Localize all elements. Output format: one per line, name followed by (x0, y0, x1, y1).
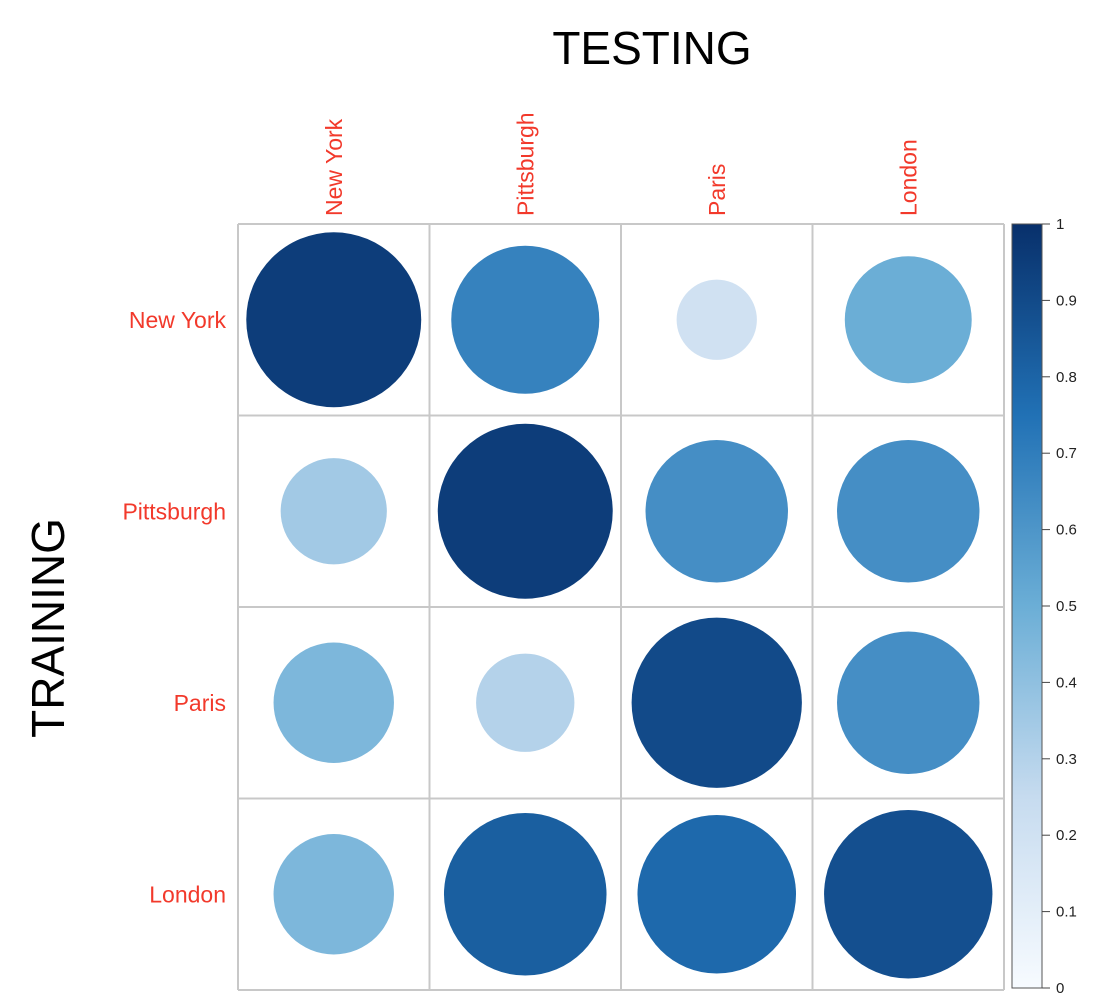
column-label: Pittsburgh (512, 112, 538, 216)
colorbar-ticks: 0 0.1 0.2 0.3 0.4 0.5 0.6 0.7 0.8 0.9 1 (1042, 216, 1077, 997)
column-labels: New York Pittsburgh Paris London (321, 112, 922, 216)
matrix-circle (824, 810, 993, 979)
colorbar-tick-label: 0.8 (1056, 369, 1077, 386)
colorbar-tick-label: 0.2 (1056, 827, 1077, 844)
colorbar-tick-label: 1 (1056, 216, 1064, 233)
matrix-grid (237, 223, 1005, 991)
matrix-circle (437, 423, 613, 599)
matrix-circle (837, 631, 980, 774)
column-label: Paris (704, 164, 730, 216)
colorbar-tick-label: 0.6 (1056, 522, 1077, 539)
column-label: New York (321, 118, 347, 216)
colorbar-tick-label: 0.9 (1056, 292, 1077, 309)
matrix-circle (273, 642, 394, 763)
column-label: London (895, 139, 921, 216)
row-label: Pittsburgh (122, 498, 226, 524)
colorbar-tick-label: 0.1 (1056, 904, 1077, 921)
colorbar-tick-label: 0.5 (1056, 598, 1077, 615)
matrix-circle (637, 814, 797, 974)
x-axis-title: TESTING (552, 22, 751, 74)
matrix-circle (844, 256, 972, 384)
row-label: Paris (174, 690, 226, 716)
matrix-circle (631, 617, 802, 788)
colorbar-tick-label: 0.7 (1056, 445, 1077, 462)
row-labels: New York Pittsburgh Paris London (122, 307, 226, 908)
matrix-circle (451, 245, 600, 394)
colorbar-tick-label: 0.4 (1056, 674, 1077, 691)
matrix-circle (837, 440, 980, 583)
row-label: London (149, 881, 226, 907)
matrix-circle (443, 812, 607, 976)
matrix-circle (273, 834, 394, 955)
colorbar-tick-label: 0.3 (1056, 751, 1077, 768)
colorbar-tick-label: 0 (1056, 980, 1064, 997)
matrix-circle (280, 458, 387, 565)
matrix-circle (476, 653, 575, 752)
colorbar (1011, 223, 1043, 989)
matrix-circle (246, 232, 422, 408)
matrix-circles (246, 232, 993, 979)
y-axis-title: TRAINING (22, 518, 74, 738)
matrix-circle (645, 440, 788, 583)
matrix-circle (676, 279, 757, 360)
row-label: New York (129, 307, 227, 333)
